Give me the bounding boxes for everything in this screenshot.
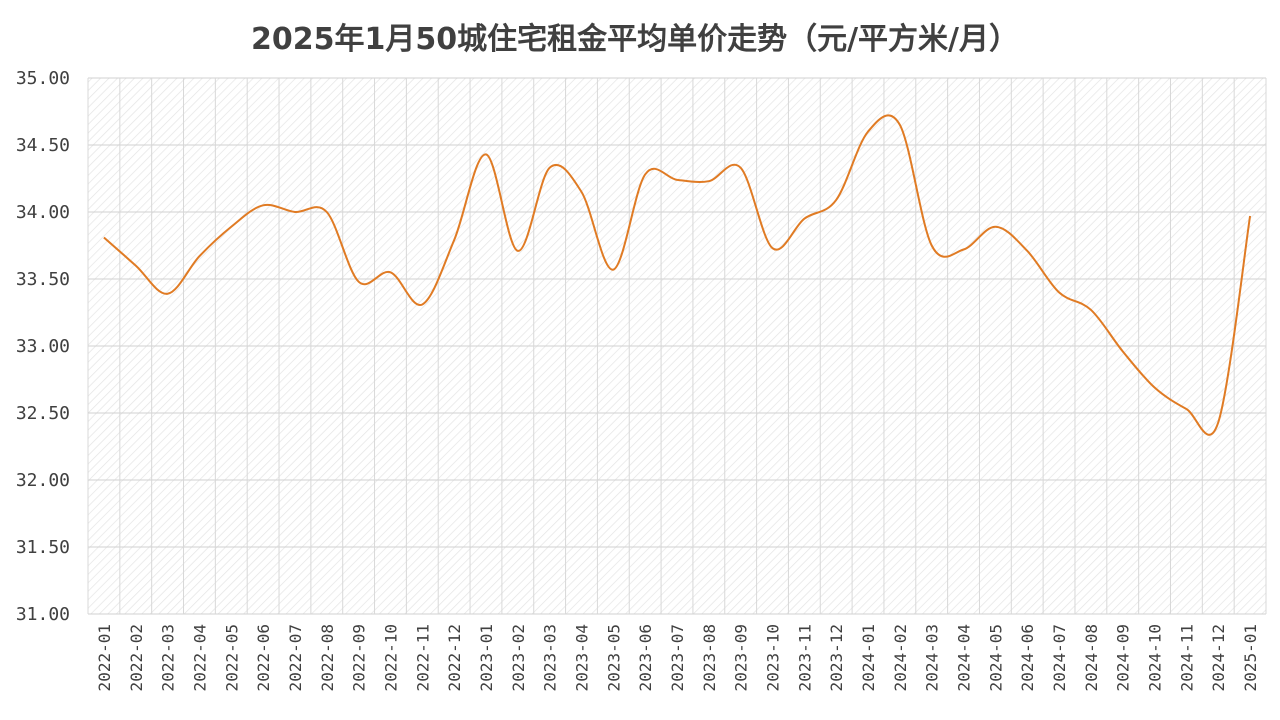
x-tick-label: 2023-03	[541, 624, 560, 691]
data-point	[866, 130, 870, 134]
data-point	[484, 152, 488, 156]
data-point	[1025, 249, 1029, 253]
data-point	[134, 264, 138, 268]
data-point	[898, 123, 902, 127]
data-point	[452, 238, 456, 242]
x-tick-label: 2022-05	[222, 624, 241, 691]
grid-lines	[87, 77, 1267, 615]
x-tick-label: 2023-05	[604, 624, 623, 691]
x-tick-label: 2023-08	[700, 624, 719, 691]
data-point	[930, 244, 934, 248]
y-tick-label: 33.00	[16, 336, 70, 357]
data-point	[388, 270, 392, 274]
data-point	[357, 280, 361, 284]
data-point	[611, 268, 615, 272]
data-point	[579, 190, 583, 194]
data-point	[102, 235, 106, 239]
x-tick-label: 2024-12	[1209, 624, 1228, 691]
data-point	[325, 210, 329, 214]
data-point	[1216, 420, 1220, 424]
data-point	[420, 302, 424, 306]
data-point	[1248, 214, 1252, 218]
data-point	[516, 249, 520, 253]
x-tick-label: 2025-01	[1241, 624, 1260, 691]
x-tick-label: 2022-04	[190, 624, 209, 691]
x-tick-label: 2023-12	[827, 624, 846, 691]
x-tick-label: 2024-04	[955, 624, 974, 691]
data-point	[739, 166, 743, 170]
data-point	[229, 225, 233, 229]
x-tick-label: 2023-01	[477, 624, 496, 691]
x-tick-label: 2024-02	[891, 624, 910, 691]
x-tick-label: 2022-12	[445, 624, 464, 691]
data-point	[707, 179, 711, 183]
y-axis-tick-labels: 31.00 31.50 32.00 32.50 33.00 33.50 34.00 34.50…	[16, 68, 70, 625]
x-tick-label: 2024-05	[986, 624, 1005, 691]
data-point	[834, 198, 838, 202]
data-point	[1121, 349, 1125, 353]
x-tick-label: 2022-08	[318, 624, 337, 691]
x-tick-label: 2022-02	[127, 624, 146, 691]
x-tick-label: 2024-10	[1146, 624, 1165, 691]
data-point	[993, 225, 997, 229]
data-point	[197, 254, 201, 258]
data-point	[1057, 290, 1061, 294]
data-point	[802, 217, 806, 221]
x-tick-label: 2024-03	[923, 624, 942, 691]
data-point	[1089, 308, 1093, 312]
x-tick-label: 2022-11	[413, 624, 432, 691]
series-line	[103, 114, 1252, 436]
x-tick-label: 2024-01	[859, 624, 878, 691]
x-tick-label: 2022-03	[159, 624, 178, 691]
x-tick-label: 2022-07	[286, 624, 305, 691]
y-tick-label: 34.50	[16, 135, 70, 156]
data-point	[962, 248, 966, 252]
x-tick-label: 2023-11	[795, 624, 814, 691]
data-point	[1184, 407, 1188, 411]
y-tick-label: 33.50	[16, 269, 70, 290]
y-tick-label: 32.00	[16, 470, 70, 491]
x-tick-label: 2023-02	[509, 624, 528, 691]
x-tick-label: 2024-06	[1018, 624, 1037, 691]
data-point	[166, 292, 170, 296]
data-point	[1153, 386, 1157, 390]
x-tick-label: 2023-04	[572, 624, 591, 691]
x-tick-label: 2024-11	[1177, 624, 1196, 691]
x-tick-label: 2022-01	[95, 624, 114, 691]
y-tick-label: 32.50	[16, 403, 70, 424]
x-tick-label: 2023-07	[668, 624, 687, 691]
data-point	[643, 172, 647, 176]
data-point	[293, 210, 297, 214]
x-tick-label: 2024-07	[1050, 624, 1069, 691]
x-tick-label: 2023-10	[764, 624, 783, 691]
y-tick-label: 34.00	[16, 202, 70, 223]
data-point	[675, 178, 679, 182]
x-tick-label: 2023-09	[732, 624, 751, 691]
data-point	[548, 166, 552, 170]
data-point	[771, 246, 775, 250]
data-point	[261, 203, 265, 207]
x-tick-label: 2023-06	[636, 624, 655, 691]
y-tick-label: 31.00	[16, 604, 70, 625]
x-tick-label: 2022-09	[350, 624, 369, 691]
y-tick-label: 31.50	[16, 537, 70, 558]
x-tick-label: 2024-08	[1082, 624, 1101, 691]
x-tick-label: 2022-10	[381, 624, 400, 691]
x-tick-label: 2024-09	[1114, 624, 1133, 691]
y-tick-label: 35.00	[16, 68, 70, 89]
x-tick-label: 2022-06	[254, 624, 273, 691]
x-axis-tick-labels: 2022-01 2022-02 2022-03 2022-04 2022-05 2022-…	[95, 624, 1260, 691]
chart-title: 2025年1月50城住宅租金平均单价走势（元/平方米/月）	[250, 22, 1020, 57]
